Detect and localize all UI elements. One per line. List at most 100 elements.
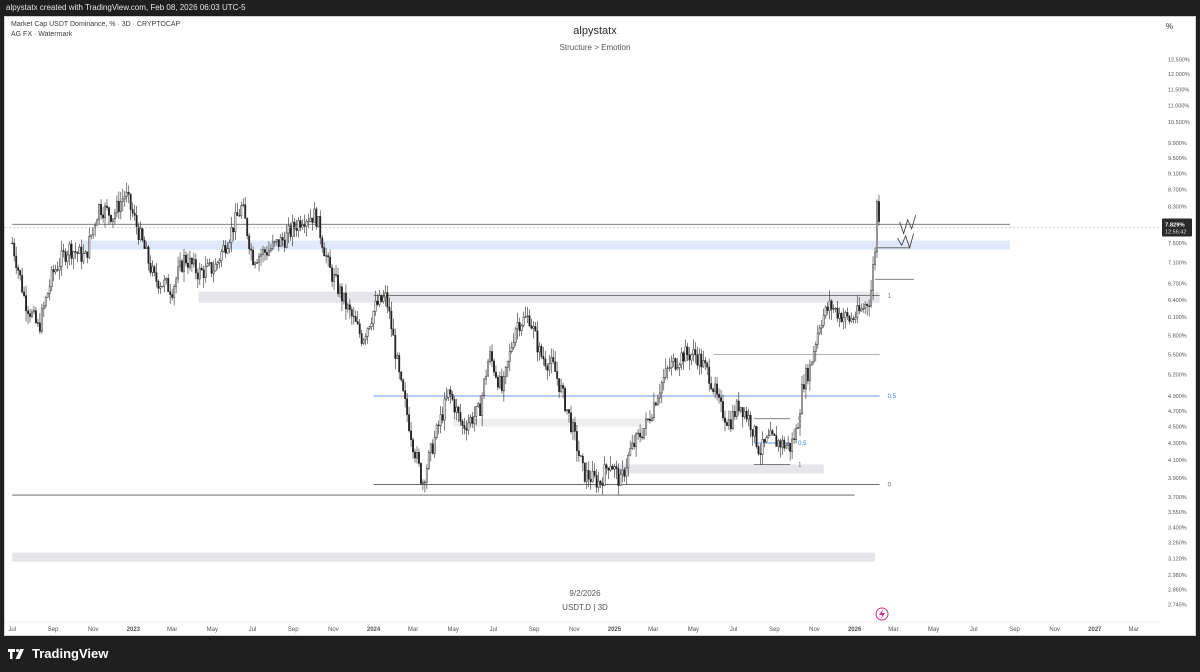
candle-body-233 <box>471 416 474 424</box>
last-price-tag <box>1162 218 1192 237</box>
candle-body-427 <box>854 317 857 320</box>
candle-body-225 <box>455 406 458 413</box>
time-tick-25: Sep <box>1009 627 1020 633</box>
candle-body-200 <box>406 398 409 415</box>
candle-body-294 <box>591 470 594 483</box>
projection-path-1 <box>899 215 917 235</box>
symbol-info: Market Cap USDT Dominance, % · 3D · CRYP… <box>11 20 180 40</box>
candle-body-315 <box>633 442 636 447</box>
price-tick-28: 3.260% <box>1168 541 1187 547</box>
candle-body-250 <box>504 366 507 377</box>
candle-body-419 <box>838 313 841 319</box>
candle-body-113 <box>234 212 237 233</box>
candle-body-408 <box>816 332 819 345</box>
candle-body-239 <box>483 378 486 396</box>
chart-area[interactable]: Market Cap USDT Dominance, % · 3D · CRYP… <box>4 16 1196 636</box>
candle-body-210 <box>425 468 428 483</box>
candle-body-367 <box>735 400 738 417</box>
price-tick-2: 11.500% <box>1168 87 1189 93</box>
candle-body-199 <box>404 390 407 400</box>
candle-body-288 <box>579 455 582 457</box>
candle-body-235 <box>475 406 478 417</box>
candle-body-154 <box>315 208 318 227</box>
chart-canvas[interactable]: 1 0.5 0 0 0.5 1 12.500% 12.000% 11.500% 11.000% 10… <box>5 17 1195 635</box>
price-tick-22: 4.300% <box>1168 441 1187 447</box>
candle-body-384 <box>769 430 772 436</box>
candle-body-116 <box>240 205 243 217</box>
candle-body-56 <box>121 198 124 202</box>
candle-body-219 <box>443 398 446 421</box>
candle-body-285 <box>573 422 576 432</box>
candle-body-354 <box>710 383 713 390</box>
candle-body-305 <box>613 466 616 470</box>
candle-body-14 <box>38 322 41 332</box>
price-tick-3: 11.000% <box>1168 103 1189 109</box>
candle-body-33 <box>76 252 79 254</box>
zone-2 <box>453 418 648 427</box>
candle-body-254 <box>512 342 515 348</box>
candle-body-155 <box>317 216 320 227</box>
candle-body-347 <box>696 354 699 366</box>
candle-body-270 <box>544 358 547 367</box>
candle-body-2 <box>15 255 18 268</box>
candle-body-119 <box>246 218 249 237</box>
candle-body-395 <box>791 438 794 452</box>
candle-body-410 <box>820 324 823 329</box>
candle-body-407 <box>814 344 817 352</box>
candle-body-125 <box>258 255 260 263</box>
candle-body-215 <box>435 424 438 438</box>
candle-body-292 <box>587 470 590 480</box>
candle-body-165 <box>337 274 339 294</box>
candle-body-345 <box>692 349 695 356</box>
candle-body-31 <box>72 251 75 259</box>
tradingview-brand[interactable]: TradingView <box>8 646 108 661</box>
candle-body-58 <box>125 191 128 197</box>
time-tick-10: Mar <box>408 627 418 633</box>
candle-body-365 <box>731 411 734 429</box>
candle-body-195 <box>396 355 399 359</box>
candle-body-160 <box>327 255 330 258</box>
candle-body-425 <box>850 318 853 322</box>
time-tick-22: Mar <box>888 627 898 633</box>
candle-body-214 <box>433 437 436 454</box>
candle-body-400 <box>801 384 803 415</box>
candle-body-231 <box>467 422 470 431</box>
candle-body-196 <box>398 355 401 373</box>
candle-body-98 <box>204 265 207 279</box>
price-tick-16: 5.800% <box>1168 333 1187 339</box>
price-tick-18: 5.200% <box>1168 373 1187 379</box>
fib-label-4: 0.5 <box>798 441 807 447</box>
candle-body-179 <box>364 336 367 341</box>
candle-body-82 <box>173 286 176 298</box>
candle-body-152 <box>311 217 314 223</box>
candle-body-304 <box>611 465 614 470</box>
candle-body-256 <box>516 322 519 330</box>
candle-body-261 <box>526 315 529 317</box>
candle-body-371 <box>743 410 746 418</box>
candle-body-103 <box>214 263 217 272</box>
candle-body-301 <box>605 464 608 469</box>
candle-body-124 <box>256 262 259 264</box>
candle-body-300 <box>603 464 606 486</box>
candle-body-95 <box>198 267 201 280</box>
candle-body-73 <box>155 272 158 282</box>
candle-body-433 <box>866 303 869 307</box>
candle-body-107 <box>222 245 225 252</box>
candle-body-39 <box>88 236 91 258</box>
candle-body-17 <box>44 296 47 307</box>
fib-label-1: 0.5 <box>888 394 897 400</box>
time-tick-4: Mar <box>167 627 177 633</box>
candle-body-5 <box>21 274 24 293</box>
zone-0 <box>82 240 1010 250</box>
candle-body-272 <box>548 363 551 371</box>
candle-body-382 <box>765 437 768 443</box>
candle-body-377 <box>755 426 758 447</box>
candle-body-69 <box>147 246 150 264</box>
price-tick-1: 12.000% <box>1168 72 1190 78</box>
candle-body-176 <box>358 323 361 334</box>
candle-body-37 <box>84 251 87 254</box>
candle-body-206 <box>418 452 420 464</box>
candle-body-1 <box>13 242 16 257</box>
price-tick-32: 2.745% <box>1168 602 1187 608</box>
candle-body-91 <box>190 257 193 265</box>
